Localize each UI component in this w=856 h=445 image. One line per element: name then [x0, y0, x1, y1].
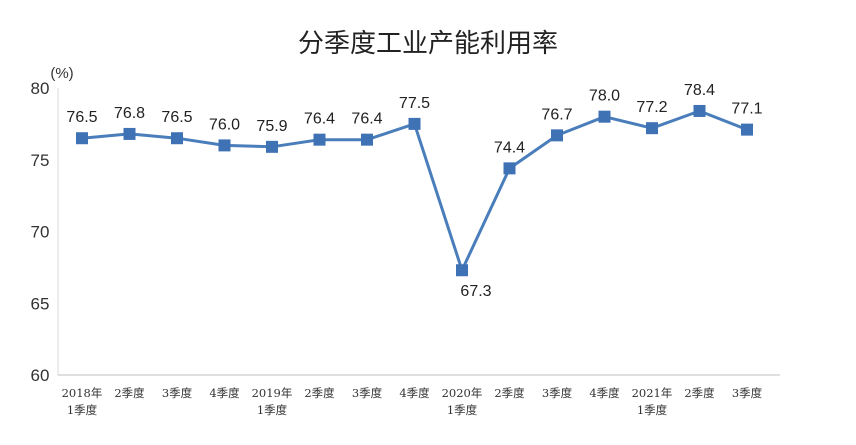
data-markers [76, 104, 753, 277]
y-tick-label: 75 [31, 151, 50, 170]
data-label: 76.5 [66, 109, 97, 126]
x-tick-labels: 2018年 1季度 2季度 3季度 4季度 2019年 1季度 2季度 3季度 4季度 2020年 1… [62, 386, 763, 417]
data-labels: 76.5 76.8 76.5 76.0 75.9 76.4 76.4 77.5 67.3 74.4… [66, 82, 762, 300]
y-unit-label: (%) [50, 65, 73, 82]
x-tick-label: 1季度 [67, 403, 98, 417]
data-label: 78.4 [684, 82, 715, 99]
data-point-marker [361, 133, 373, 146]
data-label: 76.7 [541, 106, 572, 123]
y-tick-label: 65 [31, 294, 50, 313]
data-point-marker [456, 264, 468, 277]
x-tick-label: 2018年 [62, 386, 103, 400]
data-label: 77.5 [399, 95, 430, 112]
data-label: 76.0 [209, 116, 240, 133]
x-tick-label: 4季度 [589, 386, 620, 400]
x-tick-label: 1季度 [637, 403, 668, 417]
x-tick-label: 4季度 [209, 386, 240, 400]
data-label: 76.4 [304, 111, 335, 128]
data-point-marker [693, 104, 706, 117]
data-point-marker [503, 162, 516, 175]
data-label: 74.4 [494, 139, 525, 156]
x-tick-label: 3季度 [352, 386, 383, 400]
x-tick-label: 1季度 [257, 403, 288, 417]
data-label: 77.2 [636, 99, 667, 116]
data-point-marker [313, 133, 326, 146]
x-tick-label: 2019年 [252, 386, 293, 400]
data-point-marker [266, 140, 278, 153]
data-point-marker [646, 122, 658, 135]
y-tick-labels: 60 65 70 75 80 [31, 79, 50, 385]
data-point-marker [123, 127, 136, 140]
data-label: 67.3 [460, 283, 491, 300]
x-tick-label: 2020年 [442, 386, 483, 400]
x-tick-label: 2季度 [684, 386, 715, 400]
data-point-marker [408, 117, 421, 130]
data-point-marker [741, 123, 753, 136]
data-label: 77.1 [731, 101, 762, 118]
y-tick-label: 80 [31, 79, 50, 98]
x-tick-label: 2季度 [114, 386, 145, 400]
x-tick-label: 3季度 [162, 386, 193, 400]
data-label: 76.4 [351, 111, 382, 128]
chart-title: 分季度工业产能利用率 [298, 29, 558, 59]
x-tick-label: 4季度 [399, 386, 430, 400]
data-point-marker [218, 139, 231, 152]
x-tick-label: 2季度 [304, 386, 335, 400]
data-point-marker [598, 110, 611, 123]
y-tick-label: 70 [31, 223, 50, 242]
data-label: 76.8 [114, 105, 145, 122]
data-label: 78.0 [589, 88, 620, 105]
data-label: 75.9 [256, 118, 287, 135]
x-tick-label: 2021年 [632, 386, 673, 400]
x-tick-label: 1季度 [447, 403, 478, 417]
x-tick-label: 3季度 [542, 386, 573, 400]
data-point-marker [171, 132, 183, 145]
x-tick-label: 3季度 [732, 386, 763, 400]
data-label: 76.5 [161, 109, 192, 126]
y-tick-label: 60 [31, 366, 50, 385]
data-point-marker [76, 132, 88, 145]
x-tick-label: 2季度 [494, 386, 525, 400]
data-point-marker [551, 129, 563, 142]
